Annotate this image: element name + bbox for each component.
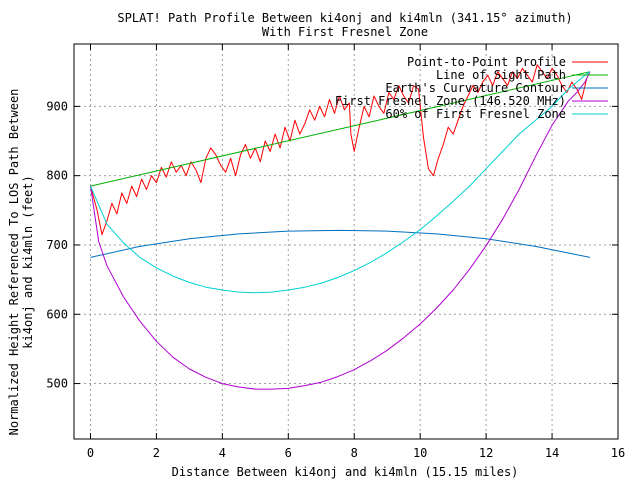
y-axis-label-line2: ki4onj and ki4mln (feet) xyxy=(21,175,35,348)
series-group xyxy=(90,64,591,390)
x-axis-label: Distance Between ki4onj and ki4mln (15.1… xyxy=(172,465,519,479)
chart-subtitle: With First Fresnel Zone xyxy=(262,25,428,39)
y-tick-label: 800 xyxy=(46,169,68,183)
legend-label-60-of-first-fresnel-zone: 60% of First Fresnel Zone xyxy=(385,107,566,121)
x-tick-label: 6 xyxy=(285,446,292,460)
series-line-line-of-sight-path xyxy=(90,71,591,187)
x-tick-label: 14 xyxy=(545,446,559,460)
legend-label-earth-s-curvature-contour: Earth's Curvature Contour xyxy=(385,81,566,95)
x-tick-label: 2 xyxy=(153,446,160,460)
plot-frame xyxy=(73,43,619,440)
x-tick-label: 0 xyxy=(87,446,94,460)
chart-title: SPLAT! Path Profile Between ki4onj and k… xyxy=(117,11,572,25)
axis-ticks: 0 2 4 6 8 10 12 14 16 500 600 700 800 900 xyxy=(46,44,625,460)
x-tick-label: 8 xyxy=(351,446,358,460)
y-tick-label: 600 xyxy=(46,307,68,321)
y-tick-label: 900 xyxy=(46,99,68,113)
y-axis-label-line1: Normalized Height Referenced To LOS Path… xyxy=(7,89,21,436)
x-tick-label: 10 xyxy=(413,446,427,460)
series-line-earth-s-curvature-contour xyxy=(90,229,591,258)
grid xyxy=(74,44,619,439)
y-tick-label: 700 xyxy=(46,238,68,252)
series-line-first-fresnel-zone-146-520-mhz xyxy=(90,71,591,390)
series-line-60-of-first-fresnel-zone xyxy=(90,71,591,294)
x-tick-label: 16 xyxy=(611,446,625,460)
legend-label-first-fresnel-zone-146-520-mhz: First Fresnel Zone (146.520 MHz) xyxy=(335,94,566,108)
legend-label-line-of-sight-path: Line of Sight Path xyxy=(436,68,566,82)
x-tick-label: 4 xyxy=(219,446,226,460)
x-tick-label: 12 xyxy=(479,446,493,460)
y-tick-label: 500 xyxy=(46,377,68,391)
legend-label-point-to-point-profile: Point-to-Point Profile xyxy=(407,55,566,69)
series-line-point-to-point-profile xyxy=(90,64,588,236)
